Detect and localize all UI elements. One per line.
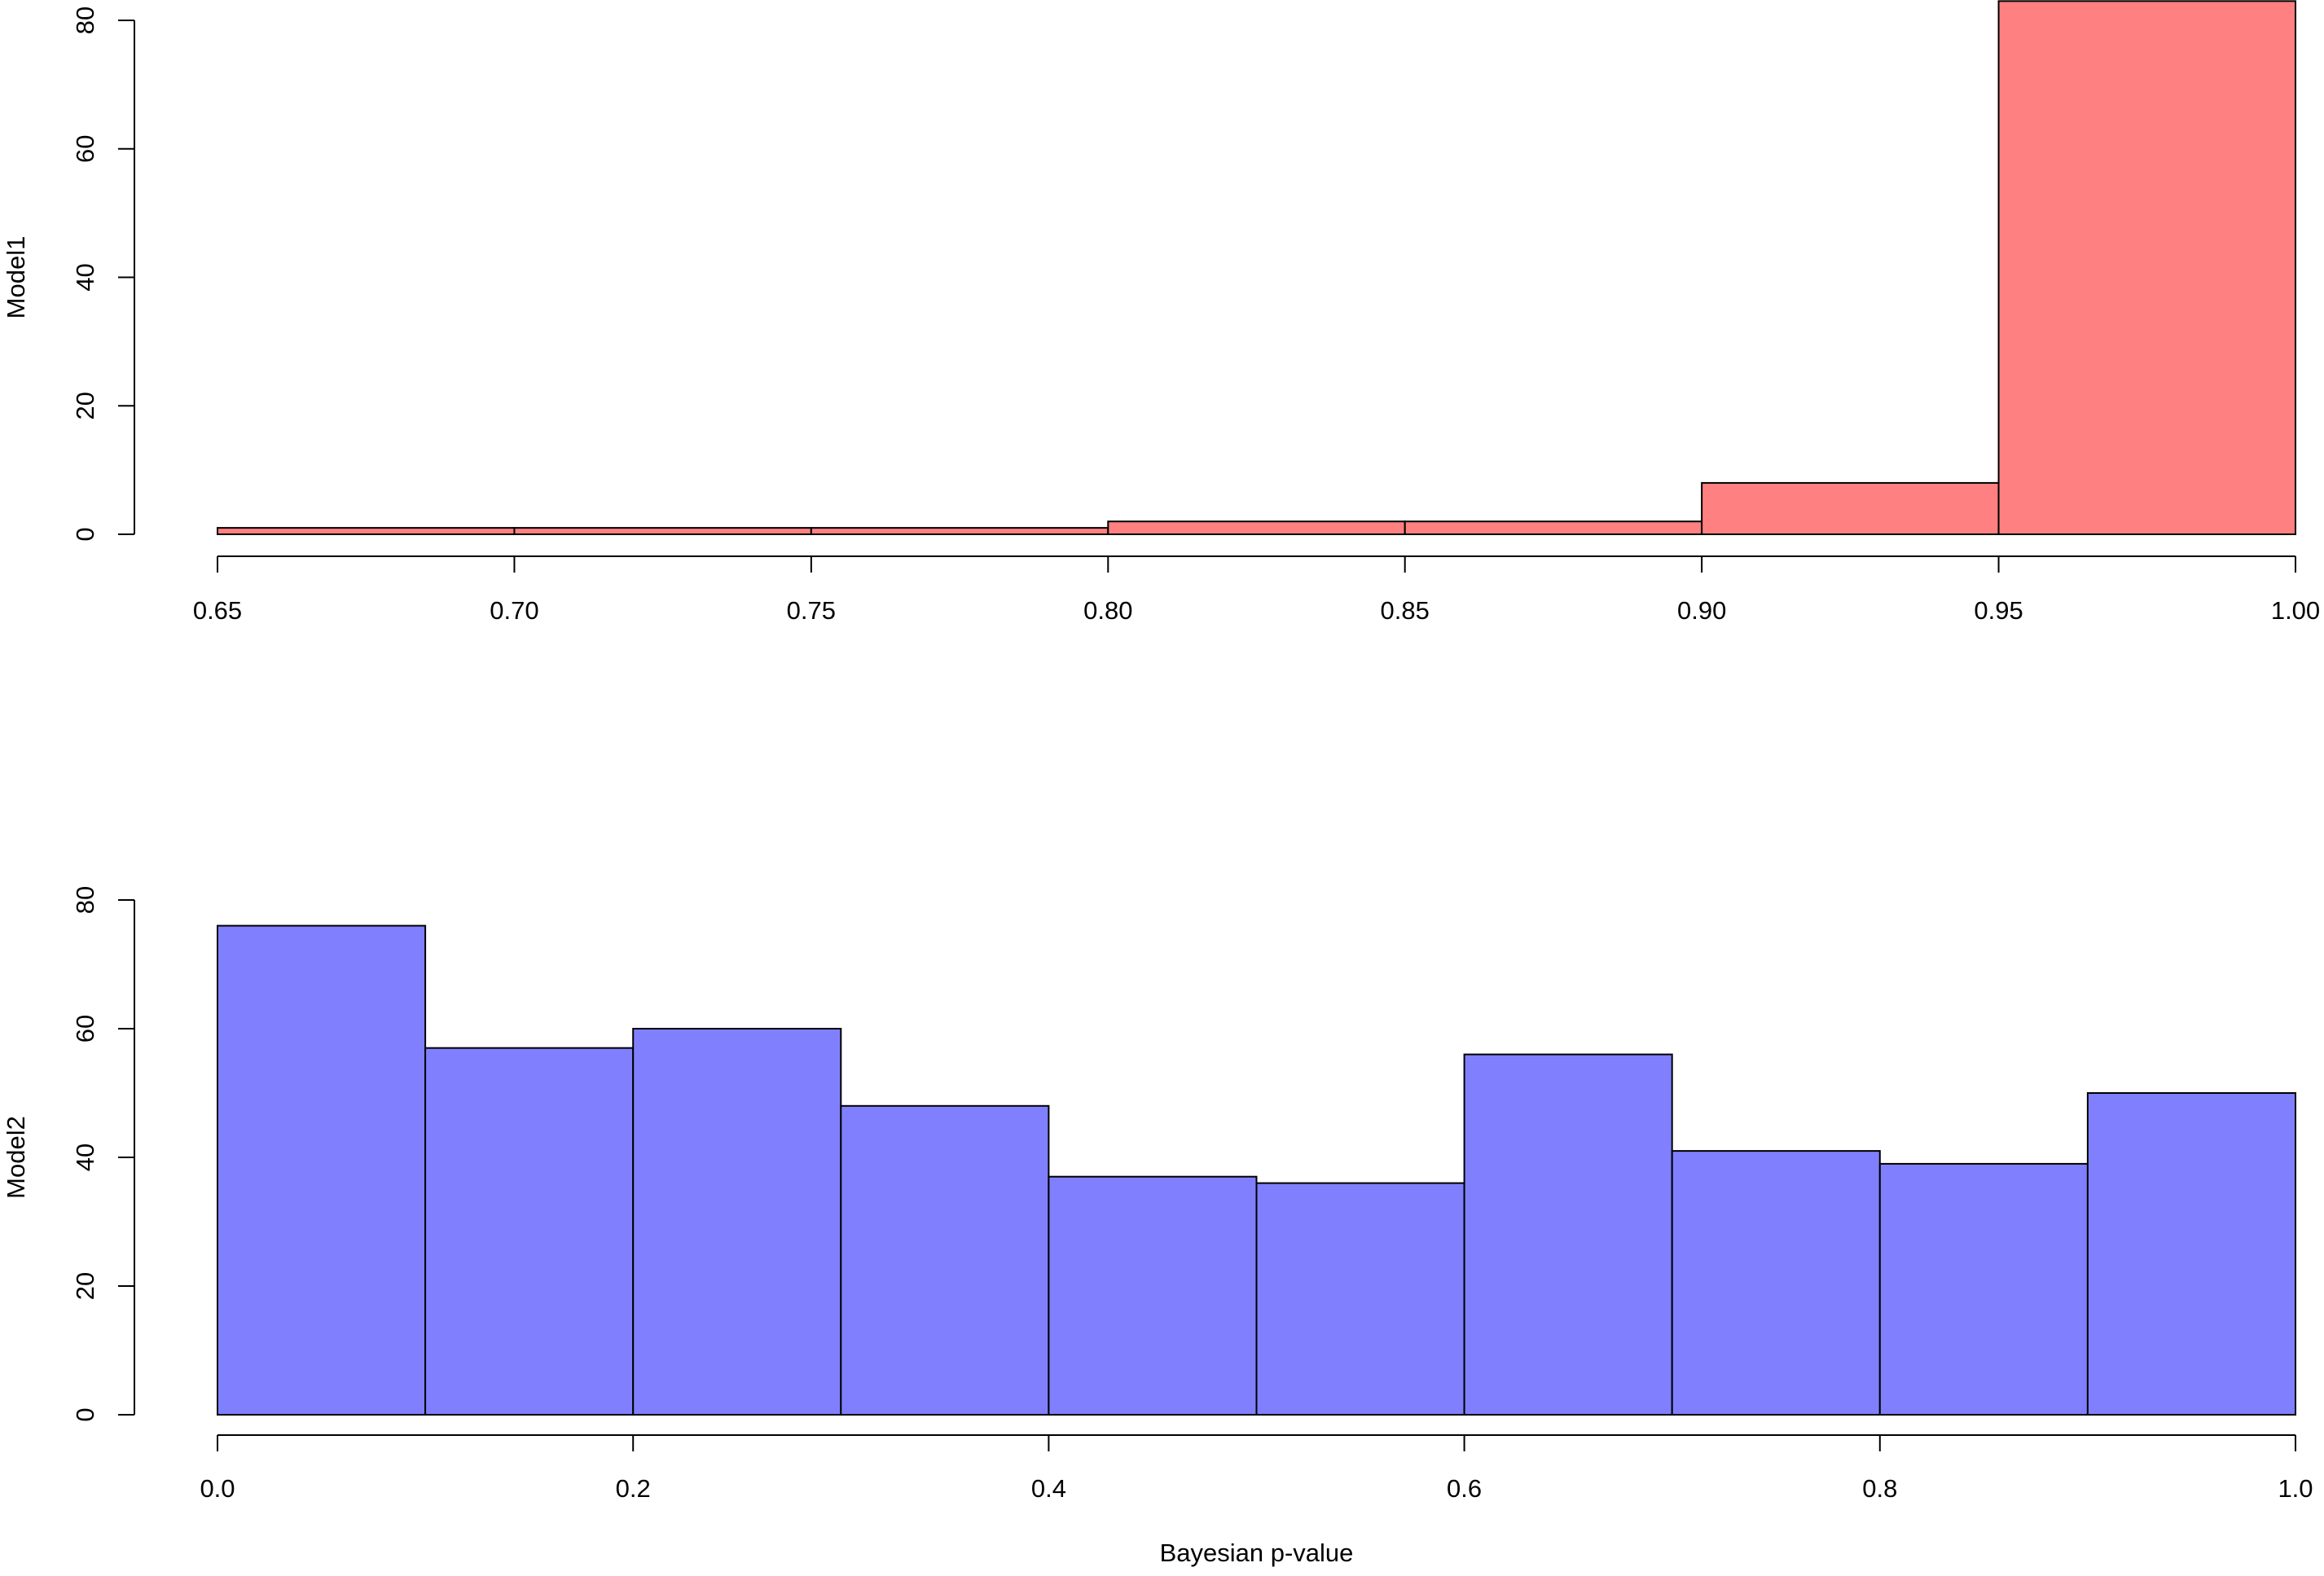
histogram-bars: [217, 0, 2297, 536]
y-tick-label: 60: [71, 135, 99, 163]
model2-histogram-panel: 0.0 0.2 0.4 0.6 0.8 1.0 0 20 40 60 80 Model2 Bayesia…: [2, 886, 2313, 1567]
histogram-bar: [2086, 1092, 2296, 1416]
histogram-bar: [1671, 1150, 1881, 1416]
y-tick-label: 60: [71, 1015, 99, 1043]
x-tick-label: 0.2: [616, 1474, 651, 1503]
model1-histogram-panel: 0.65 0.70 0.75 0.80 0.85 0.90 0.95 1.00 0 20 40 60 8…: [2, 0, 2320, 625]
y-tick-label: 80: [71, 886, 99, 914]
histogram-bar: [217, 924, 427, 1416]
x-tick-label: 0.4: [1031, 1474, 1066, 1503]
histogram-bar: [1107, 520, 1406, 535]
y-axis-title: Model2: [2, 1116, 30, 1199]
y-tick-label: 80: [71, 7, 99, 34]
y-tick-label: 0: [71, 1407, 99, 1421]
x-axis-title: Bayesian p-value: [1160, 1539, 1354, 1567]
histogram-bar: [840, 1104, 1050, 1416]
y-axis-title: Model1: [2, 236, 30, 319]
histogram-bar: [424, 1047, 635, 1416]
histogram-bar: [217, 527, 516, 535]
x-tick-label: 0.80: [1083, 596, 1132, 625]
x-tick-label: 0.85: [1381, 596, 1430, 625]
histogram-bars: [217, 924, 2296, 1416]
y-tick-label: 40: [71, 1144, 99, 1171]
histogram-bar: [1463, 1053, 1673, 1416]
y-tick-label: 0: [71, 527, 99, 541]
x-tick-label: 0.95: [1974, 596, 2023, 625]
x-tick-label: 1.0: [2278, 1474, 2313, 1503]
x-tick-label: 0.0: [200, 1474, 235, 1503]
y-tick-label: 40: [71, 263, 99, 291]
x-tick-label: 0.70: [490, 596, 538, 625]
y-tick-label: 20: [71, 1272, 99, 1300]
x-tick-label: 1.00: [2271, 596, 2320, 625]
x-tick-label: 0.8: [1862, 1474, 1897, 1503]
histogram-bar: [1701, 481, 2000, 536]
x-tick-label: 0.75: [787, 596, 836, 625]
x-tick-label: 0.65: [193, 596, 242, 625]
histogram-bar: [810, 527, 1109, 535]
histogram-bar: [513, 527, 812, 535]
x-tick-label: 0.90: [1677, 596, 1726, 625]
histogram-bar: [632, 1028, 842, 1416]
x-tick-label: 0.6: [1447, 1474, 1482, 1503]
histogram-bar: [1878, 1162, 2089, 1416]
histogram-bar: [1404, 520, 1703, 535]
histogram-bar: [1997, 0, 2297, 535]
histogram-bar: [1048, 1175, 1258, 1416]
histogram-bar: [1255, 1182, 1465, 1416]
y-tick-label: 20: [71, 392, 99, 419]
